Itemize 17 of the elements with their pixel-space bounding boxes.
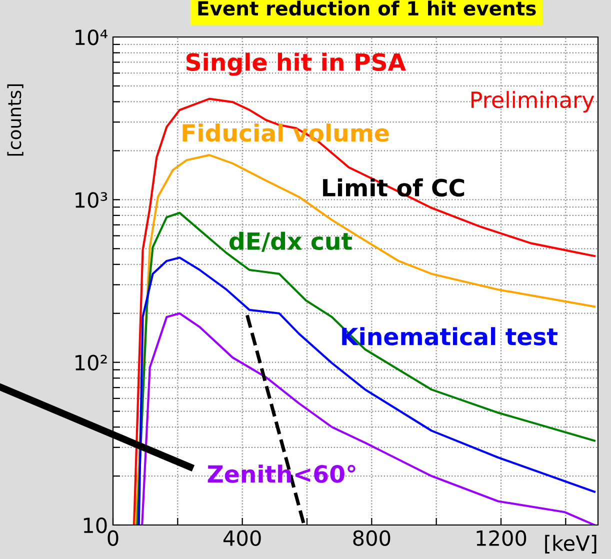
x-tick-label: 800 <box>353 530 390 546</box>
y-tick-label: 10³ <box>76 192 108 208</box>
series-label: dE/dx cut <box>229 232 352 252</box>
series-label: Zenith<60° <box>208 464 356 483</box>
y-tick-label: 10² <box>76 354 107 371</box>
x-tick-label: 400 <box>223 530 261 546</box>
x-tick-label: 1200 <box>476 530 526 546</box>
x-axis-title: [keV] <box>545 534 596 554</box>
y-tick-label: 10⁴ <box>76 29 108 46</box>
chart-title: Event reduction of 1 hit events <box>198 0 536 16</box>
y-axis-title: [counts] <box>7 84 24 156</box>
text: Limit of CC <box>323 178 464 197</box>
line-series <box>141 312 596 525</box>
y-tick-label: 10 <box>84 517 107 534</box>
x-tick-label: 0 <box>108 530 118 546</box>
series-label: Single hit in PSA <box>186 52 406 76</box>
annotation: Preliminary <box>471 90 594 112</box>
